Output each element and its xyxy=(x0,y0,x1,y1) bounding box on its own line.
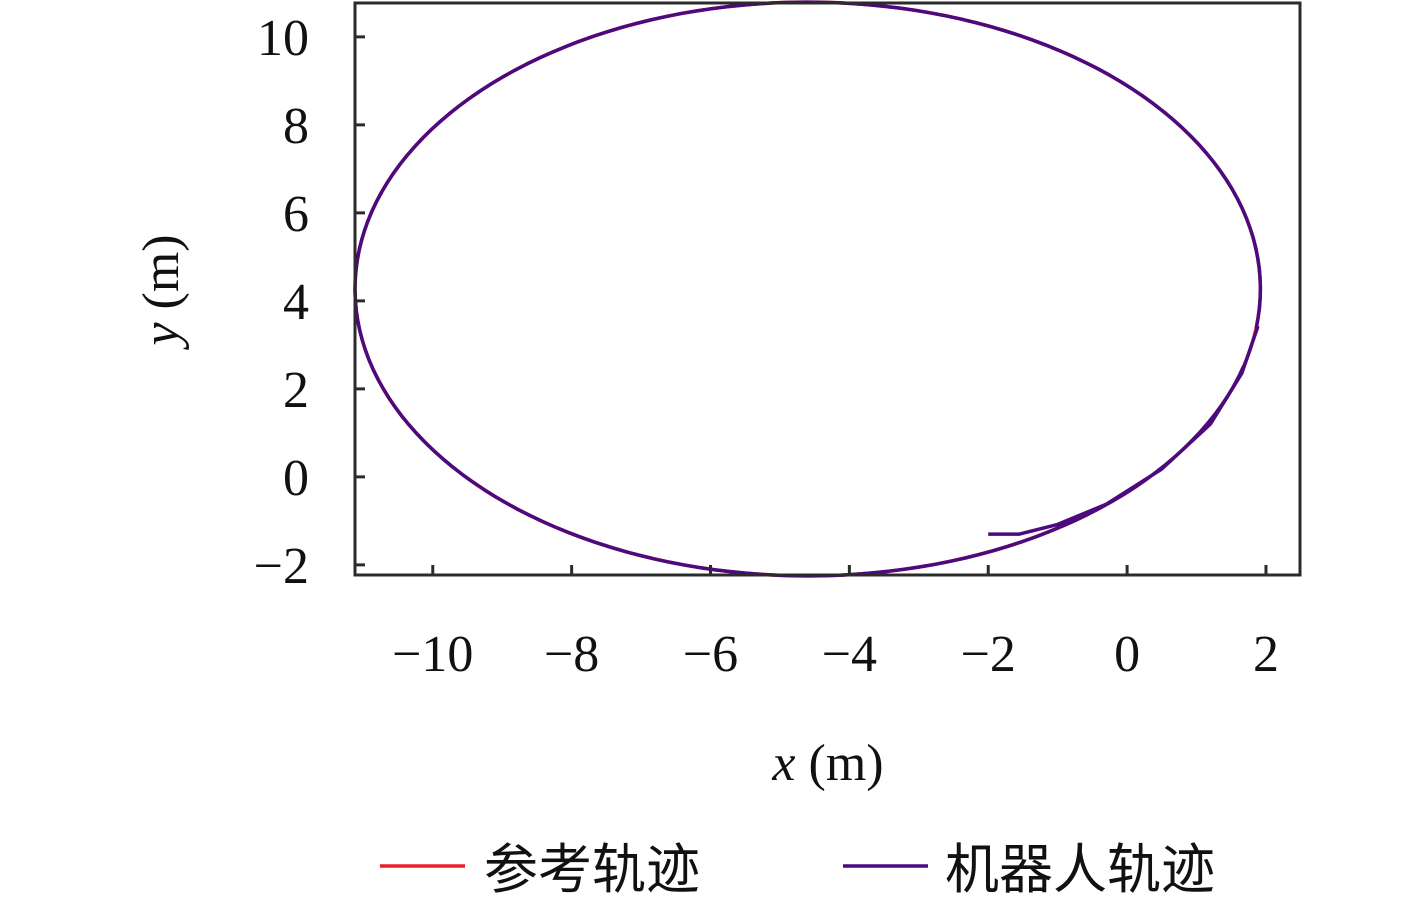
svg-text:x (m): x (m) xyxy=(771,735,883,792)
y-tick-label: 10 xyxy=(257,10,309,67)
x-tick-label: −6 xyxy=(683,626,738,683)
x-tick-label: 2 xyxy=(1253,626,1279,683)
legend-item-reference: 参考轨迹 xyxy=(380,840,700,900)
y-tick-label: −2 xyxy=(254,538,309,595)
x-tick-label: 0 xyxy=(1114,626,1140,683)
legend-item-robot: 机器人轨迹 xyxy=(843,840,1215,900)
x-tick-label: −10 xyxy=(392,626,473,683)
y-axis-label: y (m) xyxy=(133,234,190,350)
x-tick-label: −2 xyxy=(961,626,1016,683)
y-tick-label: 0 xyxy=(283,450,309,507)
reference-trajectory-line xyxy=(353,0,1263,578)
y-tick-label: 6 xyxy=(283,186,309,243)
legend-label-robot: 机器人轨迹 xyxy=(945,840,1215,900)
x-tick-label: −8 xyxy=(544,626,599,683)
plot-frame xyxy=(353,1,1302,577)
y-tick-label: 4 xyxy=(283,274,309,331)
x-axis-label: x (m) xyxy=(771,735,883,792)
svg-text:y (m): y (m) xyxy=(133,234,190,350)
y-tick-label: 2 xyxy=(283,362,309,419)
x-tick-label: −4 xyxy=(822,626,877,683)
plot-lines xyxy=(353,0,1263,578)
robot-trajectory-line xyxy=(353,0,1263,578)
legend: 参考轨迹 机器人轨迹 xyxy=(380,840,1215,900)
y-tick-label: 8 xyxy=(283,98,309,155)
legend-label-reference: 参考轨迹 xyxy=(484,840,700,900)
axis-ticks: −10 −8 −6 −4 −2 0 2 −2 0 2 4 6 8 10 xyxy=(254,10,1279,683)
